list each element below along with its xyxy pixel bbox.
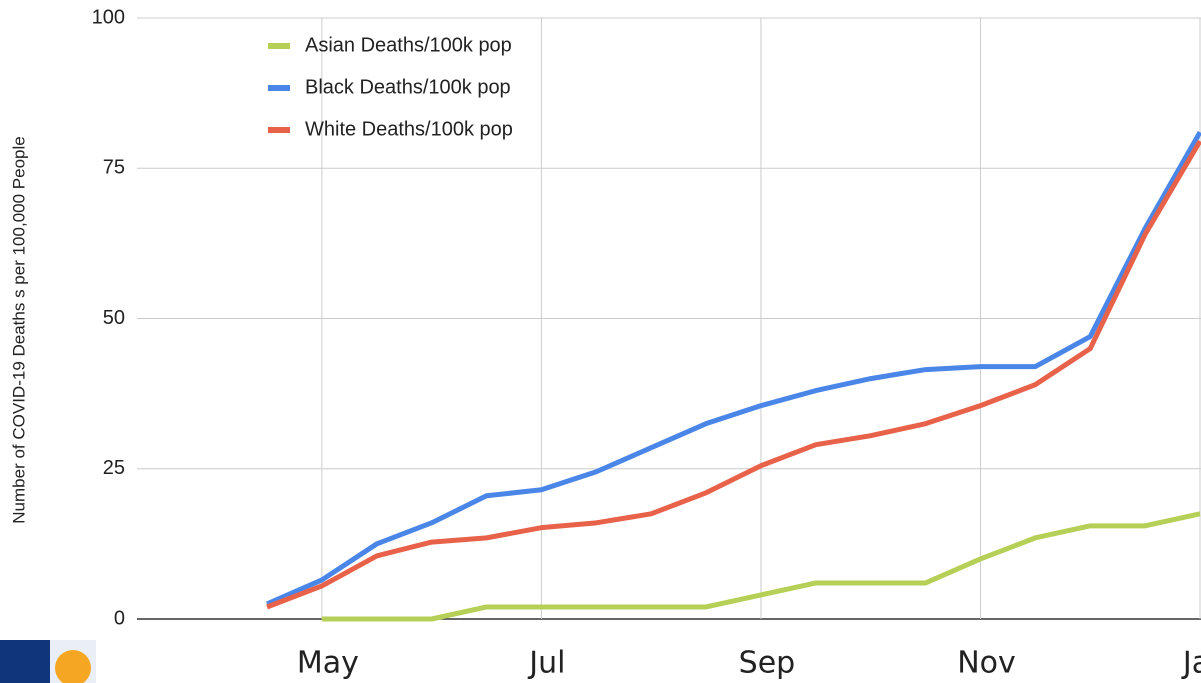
legend-label: Black Deaths/100k pop (305, 76, 511, 98)
y-tick-label: 75 (103, 157, 125, 179)
x-tick-label: Nov (957, 646, 1016, 681)
y-tick-label: 50 (103, 307, 125, 329)
y-axis-label: Number of COVID-19 Deaths s per 100,000 … (9, 136, 28, 523)
y-tick-label: 100 (92, 6, 125, 28)
logo (0, 640, 96, 683)
y-tick-label: 25 (103, 457, 125, 479)
legend-label: Asian Deaths/100k pop (305, 34, 512, 56)
logo-icon (55, 650, 91, 683)
series-line (266, 139, 1201, 610)
legend-label: White Deaths/100k pop (305, 118, 513, 140)
logo-box (0, 640, 50, 683)
series-line (265, 130, 1201, 607)
series-line (321, 511, 1201, 622)
y-tick-label: 0 (114, 607, 125, 629)
x-tick-label: Jul (527, 646, 565, 681)
x-tick-label: Jan (1181, 646, 1201, 681)
x-tick-label: May (297, 646, 359, 681)
x-tick-label: Sep (739, 646, 796, 681)
